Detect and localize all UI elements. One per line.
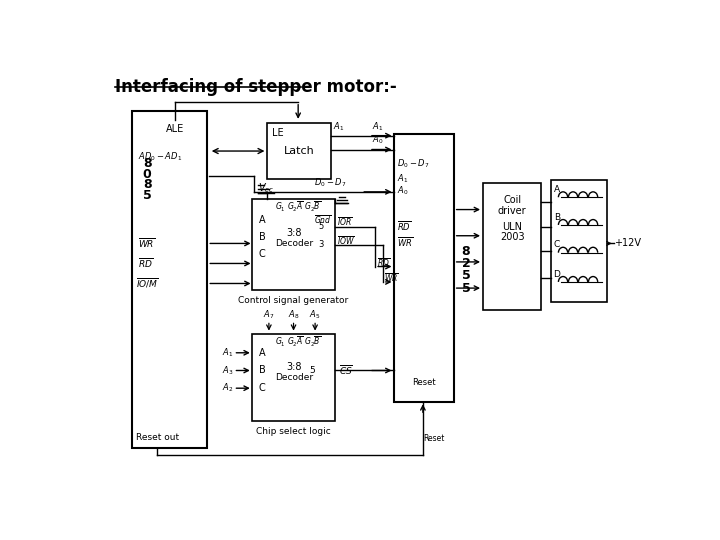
Text: 8: 8	[462, 245, 470, 258]
Text: $\overline{WR}$: $\overline{WR}$	[384, 273, 399, 285]
Text: Decoder: Decoder	[275, 239, 313, 248]
Text: $\overline{RD}$: $\overline{RD}$	[138, 256, 153, 271]
Text: Latch: Latch	[284, 146, 315, 156]
Text: B: B	[554, 213, 560, 222]
Text: $\overline{WR}$: $\overline{WR}$	[397, 235, 413, 249]
Text: ULN: ULN	[503, 221, 522, 232]
Text: A: A	[258, 215, 265, 225]
Text: D: D	[554, 270, 560, 279]
Text: 3:8: 3:8	[287, 362, 302, 372]
Text: $A_5$: $A_5$	[310, 308, 321, 321]
Text: $A_2$: $A_2$	[222, 382, 233, 394]
Text: $V_{cc}$: $V_{cc}$	[258, 181, 274, 195]
Text: $A_0$: $A_0$	[397, 184, 408, 197]
Text: $\overline{IO/M}$: $\overline{IO/M}$	[135, 276, 158, 291]
Text: $A_1$: $A_1$	[372, 120, 383, 132]
Text: Reset out: Reset out	[135, 433, 179, 442]
Text: Reset: Reset	[423, 434, 444, 443]
Text: $G_1\ G_2\overline{A}\ G_2\overline{B}$: $G_1\ G_2\overline{A}\ G_2\overline{B}$	[275, 199, 321, 214]
Text: $A_1$: $A_1$	[397, 172, 408, 185]
Text: $\overline{RD}$: $\overline{RD}$	[377, 258, 390, 269]
Text: C: C	[258, 249, 266, 259]
Text: C: C	[554, 240, 560, 249]
FancyBboxPatch shape	[483, 184, 541, 309]
Text: 5: 5	[143, 189, 152, 202]
Text: $A_1$: $A_1$	[333, 120, 344, 132]
Text: 5: 5	[462, 281, 470, 295]
FancyBboxPatch shape	[552, 180, 607, 302]
Text: 5: 5	[309, 366, 315, 375]
FancyBboxPatch shape	[252, 334, 335, 421]
Text: $\overline{RD}$: $\overline{RD}$	[397, 220, 411, 233]
Text: $D_0 - D_7$: $D_0 - D_7$	[397, 157, 429, 170]
Text: $A_8$: $A_8$	[288, 308, 300, 321]
Text: $\overline{WR}$: $\overline{WR}$	[138, 237, 155, 251]
Text: 3: 3	[318, 240, 324, 249]
Text: $A_0$: $A_0$	[372, 134, 384, 146]
Text: 3:8: 3:8	[287, 228, 302, 238]
Text: $A_1$: $A_1$	[222, 347, 233, 359]
Text: $\overline{IOW}$: $\overline{IOW}$	[337, 235, 355, 247]
Text: $G_1\ G_2\overline{A}\ G_2\overline{B}$: $G_1\ G_2\overline{A}\ G_2\overline{B}$	[275, 335, 321, 349]
Text: $D_0 - D_7$: $D_0 - D_7$	[315, 176, 347, 189]
Text: A: A	[554, 185, 560, 194]
Text: Coil: Coil	[503, 195, 521, 205]
Text: Decoder: Decoder	[275, 373, 313, 382]
Text: ALE: ALE	[166, 125, 184, 134]
Text: 5: 5	[319, 222, 324, 231]
Text: B: B	[258, 232, 266, 242]
Text: A: A	[258, 348, 265, 358]
FancyBboxPatch shape	[132, 111, 207, 448]
Text: driver: driver	[498, 206, 526, 216]
Text: B: B	[258, 366, 266, 375]
Text: Control signal generator: Control signal generator	[238, 296, 348, 305]
Text: LE: LE	[272, 129, 284, 138]
Text: Interfacing of stepper motor:-: Interfacing of stepper motor:-	[115, 78, 397, 96]
Text: $\overline{CS}$: $\overline{CS}$	[339, 363, 353, 377]
Text: $\overline{IOR}$: $\overline{IOR}$	[337, 217, 352, 228]
Text: $\overline{Gnd}$: $\overline{Gnd}$	[314, 214, 331, 226]
Text: $A_7$: $A_7$	[264, 308, 274, 321]
Text: 5: 5	[462, 269, 470, 282]
FancyBboxPatch shape	[252, 199, 335, 289]
FancyBboxPatch shape	[267, 123, 330, 179]
Text: Reset: Reset	[412, 377, 436, 387]
Text: 0: 0	[143, 167, 152, 181]
Text: Chip select logic: Chip select logic	[256, 427, 331, 436]
Text: +12V: +12V	[614, 239, 641, 248]
Text: $AD_0 - AD_1$: $AD_0 - AD_1$	[138, 151, 182, 164]
Text: 8: 8	[143, 178, 151, 191]
Text: $A_3$: $A_3$	[222, 364, 233, 377]
Text: C: C	[258, 383, 266, 393]
Text: 2003: 2003	[500, 232, 525, 242]
Text: 2: 2	[462, 257, 470, 270]
Text: 8: 8	[143, 157, 151, 170]
FancyBboxPatch shape	[394, 134, 454, 402]
